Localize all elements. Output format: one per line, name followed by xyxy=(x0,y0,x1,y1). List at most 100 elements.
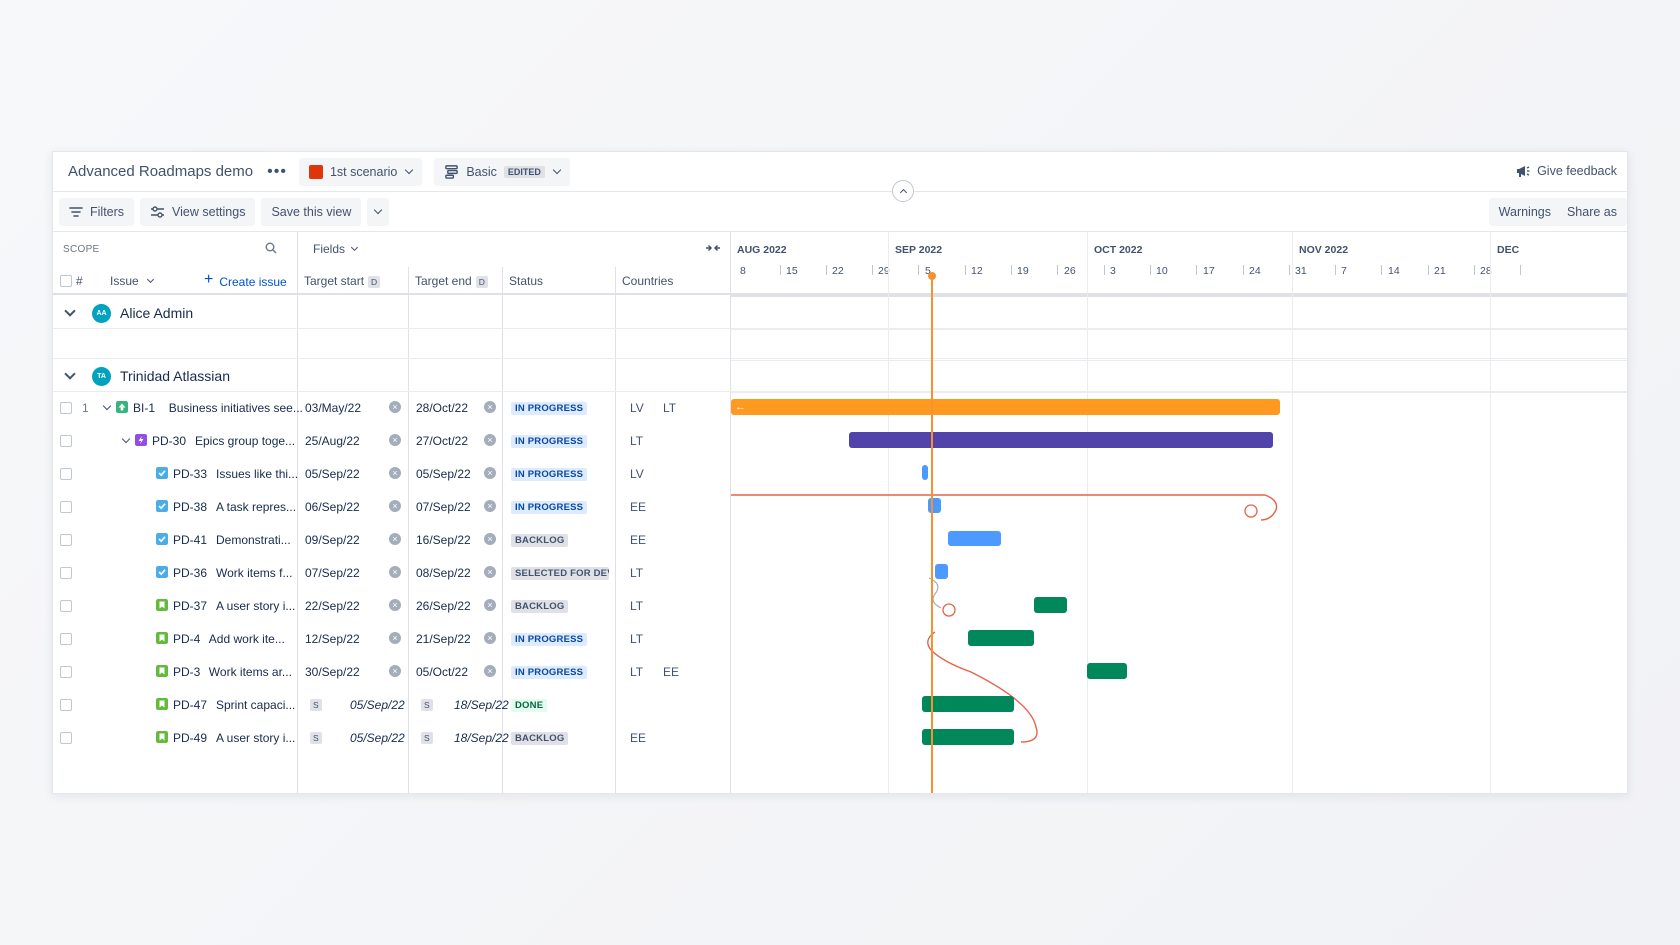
row-checkbox[interactable] xyxy=(60,732,72,744)
row-checkbox[interactable] xyxy=(60,699,72,711)
clear-date-icon[interactable]: × xyxy=(389,566,401,578)
row-checkbox[interactable] xyxy=(60,666,72,678)
table-row[interactable]: PD-36 Work items f... 07/Sep/22 × 08/Sep/22 ×… xyxy=(53,557,1627,590)
issue-key[interactable]: BI-1 xyxy=(133,401,156,415)
target-start-value[interactable]: 03/May/22 xyxy=(305,401,362,415)
row-checkbox[interactable] xyxy=(60,567,72,579)
status-badge[interactable]: IN PROGRESS xyxy=(511,501,588,514)
clear-date-icon[interactable]: × xyxy=(484,533,496,545)
search-icon[interactable] xyxy=(265,242,277,254)
issue-summary[interactable]: Sprint capaci... xyxy=(216,698,296,712)
target-start-value[interactable]: 05/Sep/22 xyxy=(350,731,405,745)
row-checkbox[interactable] xyxy=(60,600,72,612)
row-checkbox[interactable] xyxy=(60,402,72,414)
issue-key[interactable]: PD-37 xyxy=(173,599,208,613)
issue-summary[interactable]: Business initiatives see... xyxy=(168,401,303,415)
clear-date-icon[interactable]: × xyxy=(389,533,401,545)
chevron-down-icon[interactable] xyxy=(64,368,76,380)
more-horizontal-icon[interactable]: ••• xyxy=(267,162,287,180)
col-target-start-header[interactable]: Target start D xyxy=(304,274,381,288)
target-end-value[interactable]: 05/Oct/22 xyxy=(416,665,469,679)
table-row[interactable]: PD-41 Demonstrati... 09/Sep/22 × 16/Sep/22 × B… xyxy=(53,524,1627,557)
clear-date-icon[interactable]: × xyxy=(389,500,401,512)
select-all-checkbox[interactable] xyxy=(60,275,72,287)
view-settings-button[interactable]: View settings xyxy=(140,197,256,226)
fields-dropdown[interactable]: Fields xyxy=(313,242,359,256)
chevron-down-icon[interactable] xyxy=(102,401,112,411)
target-end-value[interactable]: 28/Oct/22 xyxy=(416,401,469,415)
chevron-down-icon[interactable] xyxy=(64,305,76,317)
target-end-value[interactable]: 21/Sep/22 xyxy=(416,632,471,646)
clear-date-icon[interactable]: × xyxy=(389,467,401,479)
issue-column-dropdown[interactable]: Issue xyxy=(110,274,154,288)
row-checkbox[interactable] xyxy=(60,501,72,513)
issue-summary[interactable]: Add work ite... xyxy=(208,632,285,646)
issue-summary[interactable]: Work items ar... xyxy=(208,665,292,679)
clear-date-icon[interactable]: × xyxy=(484,566,496,578)
status-badge[interactable]: BACKLOG xyxy=(511,732,569,745)
story-bar[interactable] xyxy=(921,729,1015,745)
clear-date-icon[interactable]: × xyxy=(484,665,496,677)
warnings-button[interactable]: Warnings xyxy=(1488,198,1561,226)
issue-summary[interactable]: A user story i... xyxy=(216,731,296,745)
collapse-fields-icon[interactable] xyxy=(705,243,721,253)
target-start-value[interactable]: 05/Sep/22 xyxy=(350,698,405,712)
clear-date-icon[interactable]: × xyxy=(389,599,401,611)
target-start-value[interactable]: 22/Sep/22 xyxy=(305,599,360,613)
table-row[interactable]: PD-38 A task repres... 06/Sep/22 × 07/Sep/22… xyxy=(53,491,1627,524)
issue-key[interactable]: PD-4 xyxy=(173,632,201,646)
target-end-value[interactable]: 18/Sep/22 xyxy=(454,698,509,712)
share-button[interactable]: Share as xyxy=(1556,198,1627,226)
status-badge[interactable]: IN PROGRESS xyxy=(511,468,588,481)
target-end-value[interactable]: 26/Sep/22 xyxy=(416,599,471,613)
issue-key[interactable]: PD-30 xyxy=(152,434,187,448)
table-row[interactable]: PD-47 Sprint capaci... S 05/Sep/22 S 18/Sep/2… xyxy=(53,689,1627,722)
status-badge[interactable]: BACKLOG xyxy=(511,600,569,613)
clear-date-icon[interactable]: × xyxy=(484,599,496,611)
target-start-value[interactable]: 12/Sep/22 xyxy=(305,632,360,646)
issue-key[interactable]: PD-41 xyxy=(173,533,208,547)
clear-date-icon[interactable]: × xyxy=(484,467,496,479)
story-bar[interactable] xyxy=(968,630,1035,646)
target-start-value[interactable]: 25/Aug/22 xyxy=(305,434,360,448)
issue-key[interactable]: PD-49 xyxy=(173,731,208,745)
target-end-value[interactable]: 08/Sep/22 xyxy=(416,566,471,580)
issue-summary[interactable]: A task repres... xyxy=(216,500,297,514)
clear-date-icon[interactable]: × xyxy=(484,500,496,512)
scenario-dropdown[interactable]: 1st scenario xyxy=(298,157,423,186)
give-feedback-button[interactable]: Give feedback xyxy=(1515,163,1617,179)
clear-date-icon[interactable]: × xyxy=(484,401,496,413)
clear-date-icon[interactable]: × xyxy=(484,632,496,644)
clear-date-icon[interactable]: × xyxy=(389,665,401,677)
task-bar[interactable] xyxy=(934,564,949,579)
row-checkbox[interactable] xyxy=(60,534,72,546)
issue-key[interactable]: PD-33 xyxy=(173,467,208,481)
table-row[interactable]: PD-30 Epics group toge... 25/Aug/22 × 27/Oct… xyxy=(53,425,1627,458)
target-start-value[interactable]: 30/Sep/22 xyxy=(305,665,360,679)
row-checkbox[interactable] xyxy=(60,468,72,480)
target-end-value[interactable]: 27/Oct/22 xyxy=(416,434,469,448)
issue-key[interactable]: PD-38 xyxy=(173,500,208,514)
clear-date-icon[interactable]: × xyxy=(389,401,401,413)
group-row-trinidad-atlassian[interactable]: TA Trinidad Atlassian xyxy=(53,360,1627,392)
status-badge[interactable]: IN PROGRESS xyxy=(511,633,588,646)
initiative-bar[interactable] xyxy=(731,399,1280,415)
target-end-value[interactable]: 18/Sep/22 xyxy=(454,731,509,745)
issue-summary[interactable]: Epics group toge... xyxy=(195,434,296,448)
issue-summary[interactable]: A user story i... xyxy=(216,599,296,613)
table-row[interactable]: PD-33 Issues like thi... 05/Sep/22 × 05/Sep/… xyxy=(53,458,1627,491)
target-start-value[interactable]: 05/Sep/22 xyxy=(305,467,360,481)
row-checkbox[interactable] xyxy=(60,435,72,447)
epic-bar[interactable] xyxy=(848,432,1273,448)
chevron-down-icon[interactable] xyxy=(121,434,131,444)
filters-button[interactable]: Filters xyxy=(59,197,135,226)
collapse-header-button[interactable] xyxy=(892,180,914,202)
target-end-value[interactable]: 07/Sep/22 xyxy=(416,500,471,514)
table-row[interactable]: PD-3 Work items ar... 30/Sep/22 × 05/Oct/22 ×… xyxy=(53,656,1627,689)
table-row[interactable]: PD-49 A user story i... S 05/Sep/22 S 18/Sep/… xyxy=(53,722,1627,755)
target-end-value[interactable]: 05/Sep/22 xyxy=(416,467,471,481)
save-view-options-button[interactable] xyxy=(367,197,390,226)
task-bar[interactable] xyxy=(948,531,1002,546)
group-row-alice-admin[interactable]: AA Alice Admin xyxy=(53,297,1627,329)
status-badge[interactable]: IN PROGRESS xyxy=(511,435,588,448)
